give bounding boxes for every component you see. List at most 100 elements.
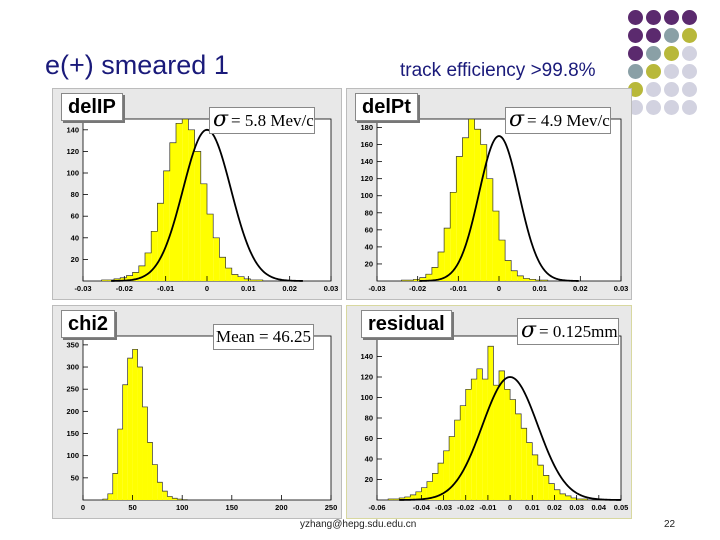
delIP-bar bbox=[145, 252, 152, 281]
chi2-title-box: chi2 bbox=[61, 310, 116, 338]
residual-bar bbox=[554, 489, 560, 500]
delPt-bar bbox=[462, 137, 469, 281]
x-tick-label: 0 bbox=[205, 284, 209, 293]
footer-email: yzhang@hepg.sdu.edu.cn bbox=[300, 519, 417, 530]
chi2-bar bbox=[122, 384, 128, 500]
decor-dot bbox=[664, 46, 679, 61]
y-tick-label: 100 bbox=[66, 169, 79, 178]
residual-gaussian-fit bbox=[399, 376, 622, 501]
delIP-bar bbox=[126, 275, 133, 281]
chi2-bar bbox=[167, 496, 173, 500]
residual-bar bbox=[460, 405, 466, 500]
y-tick-label: 100 bbox=[66, 451, 79, 460]
delPt-bar bbox=[505, 260, 512, 281]
chi2-bar bbox=[107, 493, 113, 500]
x-tick-label: 0.01 bbox=[532, 284, 547, 293]
residual-bar bbox=[388, 498, 394, 500]
chi2-histogram-outline bbox=[83, 348, 331, 501]
delPt-bar bbox=[511, 270, 518, 281]
decor-dot bbox=[682, 10, 697, 25]
delIP-bar bbox=[188, 129, 195, 281]
x-tick-label: 0.04 bbox=[592, 503, 607, 512]
y-tick-label: 120 bbox=[360, 373, 373, 382]
residual-bar bbox=[565, 495, 572, 500]
chi2-bar bbox=[172, 498, 178, 500]
decor-dot bbox=[646, 82, 661, 97]
x-tick-label: 0.02 bbox=[547, 503, 562, 512]
chi2-bar bbox=[142, 406, 148, 500]
x-tick-label: 250 bbox=[325, 503, 338, 512]
x-tick-label: 0.03 bbox=[614, 284, 629, 293]
residual-bar bbox=[487, 346, 494, 500]
delPt-bar bbox=[431, 267, 438, 281]
delIP-bar bbox=[163, 170, 170, 281]
residual-bar bbox=[493, 385, 499, 500]
y-tick-label: 100 bbox=[360, 393, 373, 402]
delPt-bar bbox=[438, 252, 445, 281]
histogram-panel-chi2: 50 100 150 200 250 300 350 0 50 100 150 200 250 chi2… bbox=[52, 305, 342, 519]
y-tick-label: 60 bbox=[365, 434, 373, 443]
delPt-bar bbox=[444, 228, 451, 281]
page-number: 22 bbox=[664, 519, 676, 530]
residual-bar bbox=[576, 498, 583, 500]
x-tick-label: -0.01 bbox=[157, 284, 174, 293]
y-tick-label: 60 bbox=[365, 225, 373, 234]
delPt-bar bbox=[425, 274, 432, 281]
residual-bar bbox=[438, 463, 444, 500]
residual-histogram-plot: 20 40 60 80 100 120 140 -0.06 -0.04 -0.03 -0.02 -0.… bbox=[360, 335, 628, 512]
delPt-bar bbox=[486, 178, 493, 281]
delip-sigma-value: = 5.8 Mev/c bbox=[231, 111, 314, 130]
y-tick-label: 20 bbox=[365, 475, 373, 484]
residual-bar bbox=[421, 487, 427, 500]
y-tick-label: 20 bbox=[71, 255, 79, 264]
delpt-histogram-plot: 20 40 60 80 100 120 140 160 180 -0.03 -0.02 -0.01 0 0… bbox=[360, 118, 629, 293]
residual-bar bbox=[510, 399, 516, 500]
decor-dot bbox=[646, 64, 661, 79]
residual-bar bbox=[432, 473, 438, 500]
chi2-bar bbox=[152, 464, 158, 500]
decor-dot bbox=[646, 28, 661, 43]
delIP-histogram-outline bbox=[83, 118, 331, 282]
delPt-bar bbox=[535, 280, 542, 281]
delPt-bar bbox=[474, 129, 481, 281]
y-tick-label: 80 bbox=[71, 190, 79, 199]
delIP-bar bbox=[194, 151, 201, 281]
delIP-bar bbox=[225, 268, 232, 281]
delIP-bar bbox=[120, 277, 127, 281]
x-tick-label: 0.02 bbox=[282, 284, 297, 293]
residual-bar bbox=[504, 389, 511, 500]
delPt-bar bbox=[541, 280, 548, 281]
delIP-bar bbox=[169, 142, 176, 281]
delpt-sigma-annotation: σ = 4.9 Mev/c bbox=[505, 107, 611, 134]
residual-bar bbox=[571, 497, 577, 500]
residual-bar bbox=[560, 493, 566, 500]
decor-dot bbox=[682, 82, 697, 97]
y-tick-label: 140 bbox=[66, 125, 79, 134]
y-tick-label: 150 bbox=[66, 429, 79, 438]
residual-bar bbox=[471, 379, 477, 500]
x-tick-label: 0.02 bbox=[573, 284, 588, 293]
residual-histogram-outline bbox=[377, 345, 621, 501]
chi2-bar bbox=[177, 499, 183, 500]
y-tick-label: 140 bbox=[360, 352, 373, 361]
slide-subtitle: track efficiency >99.8% bbox=[400, 60, 596, 81]
decor-dot bbox=[646, 46, 661, 61]
y-tick-label: 120 bbox=[360, 174, 373, 183]
chi2-bar bbox=[127, 358, 133, 500]
y-tick-label: 120 bbox=[66, 147, 79, 156]
residual-bar bbox=[548, 483, 555, 500]
x-tick-label: 0 bbox=[81, 503, 85, 512]
x-tick-label: -0.04 bbox=[413, 503, 431, 512]
residual-bar bbox=[521, 428, 527, 500]
x-tick-label: -0.01 bbox=[479, 503, 496, 512]
delIP-bar bbox=[107, 279, 114, 281]
delIP-bar bbox=[207, 214, 214, 281]
decor-dot bbox=[682, 100, 697, 115]
chi2-bar bbox=[162, 491, 168, 500]
delPt-bar bbox=[529, 279, 536, 281]
chi2-bar bbox=[132, 349, 138, 500]
decorative-dot-grid bbox=[628, 10, 720, 120]
delPt-gaussian-fit bbox=[419, 135, 579, 282]
decor-dot bbox=[628, 64, 643, 79]
sigma-symbol: σ bbox=[213, 107, 229, 132]
